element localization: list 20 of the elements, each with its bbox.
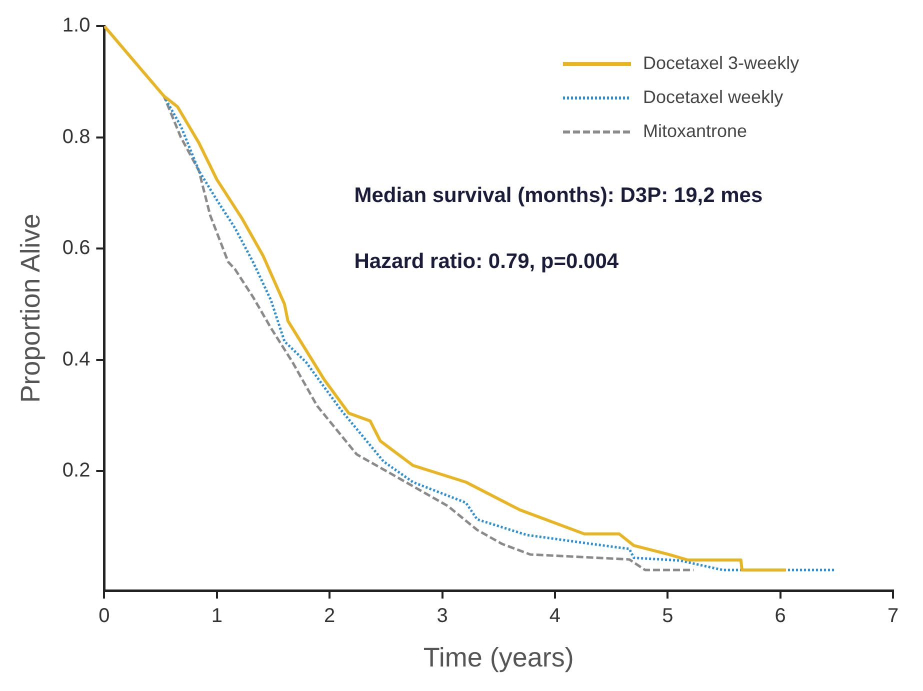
legend-label: Docetaxel weekly: [643, 86, 784, 107]
y-tick-label: 1.0: [62, 14, 90, 37]
legend-label: Docetaxel 3-weekly: [643, 52, 800, 73]
x-tick-label: 0: [98, 605, 110, 628]
y-tick-label: 0.4: [62, 348, 90, 370]
x-tick-label: 3: [436, 605, 448, 628]
annotation: Median survival (months): D3P: 19,2 mes: [354, 184, 763, 207]
x-tick-label: 5: [662, 605, 674, 628]
x-tick-label: 1: [211, 605, 222, 628]
x-axis-title: Time (years): [423, 642, 574, 672]
x-tick-label: 7: [887, 605, 899, 628]
y-tick-label: 0.8: [62, 126, 90, 148]
y-axis-title: Proportion Alive: [16, 214, 46, 403]
x-tick-label: 6: [774, 605, 786, 628]
x-tick-label: 2: [324, 605, 336, 628]
x-tick-label: 4: [549, 605, 561, 628]
annotation: Hazard ratio: 0.79, p=0.004: [354, 250, 619, 273]
y-tick-label: 0.2: [62, 460, 90, 482]
legend-label: Mitoxantrone: [643, 120, 748, 141]
y-tick-label: 0.6: [62, 237, 90, 260]
